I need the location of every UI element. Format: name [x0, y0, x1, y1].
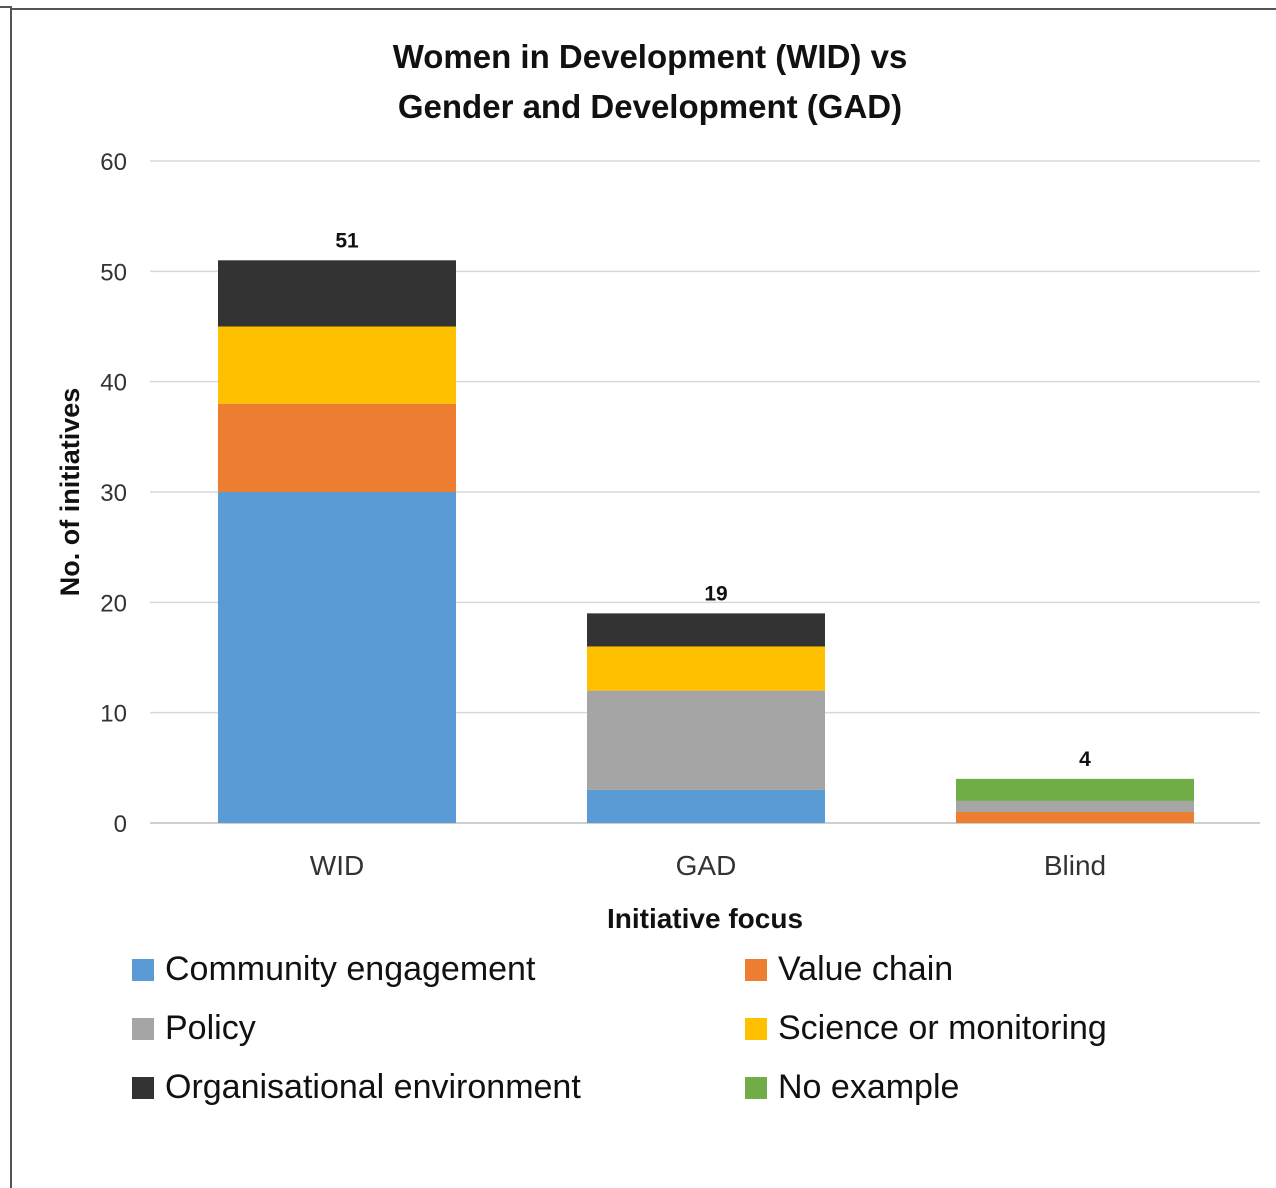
bar-segment [956, 778, 1194, 801]
bar-total-label: 19 [704, 582, 727, 605]
legend-label: Value chain [778, 950, 954, 988]
x-tick-label: Blind [1044, 850, 1106, 881]
bar-segment [587, 789, 825, 823]
x-tick-label: GAD [676, 850, 737, 881]
chart-title-line-1: Women in Development (WID) vs [392, 38, 908, 75]
legend-swatch [745, 1017, 767, 1040]
legend-swatch [132, 1076, 154, 1099]
legend-item: Community engagement [132, 950, 535, 989]
bar-segment [956, 811, 1194, 823]
frame-edge [0, 6, 12, 8]
legend-item: Value chain [745, 950, 953, 989]
y-tick-label: 40 [100, 370, 127, 397]
legend-item: Science or monitoring [745, 1009, 1107, 1048]
chart-title: Women in Development (WID) vs Gender and… [150, 32, 1150, 132]
legend-swatch [132, 1017, 154, 1040]
bar-segment [587, 646, 825, 691]
legend-swatch [745, 1076, 767, 1099]
x-axis-label: Initiative focus [607, 903, 803, 934]
bar-segment [218, 403, 456, 492]
bar-segment [587, 613, 825, 647]
legend-swatch [745, 958, 767, 981]
y-tick-label: 30 [100, 480, 127, 507]
y-tick-label: 10 [100, 701, 127, 728]
legend-item: No example [745, 1068, 959, 1107]
y-tick-label: 50 [100, 259, 127, 286]
bar-segment [956, 800, 1194, 812]
bar-segment [218, 492, 456, 823]
chart-frame [10, 8, 1276, 1188]
bar-total-label: 51 [335, 229, 359, 252]
legend-swatch [132, 958, 154, 981]
y-tick-label: 0 [114, 811, 127, 838]
bar-segment [218, 260, 456, 327]
legend-item: Organisational environment [132, 1068, 581, 1107]
bar-segment [587, 690, 825, 790]
bar-segment [218, 326, 456, 404]
x-tick-label: WID [310, 850, 364, 881]
bar-total-label: 4 [1079, 748, 1091, 771]
legend-label: Science or monitoring [778, 1009, 1107, 1047]
legend-label: Community engagement [165, 950, 536, 988]
chart-title-line-2: Gender and Development (GAD) [397, 88, 903, 125]
legend-label: Organisational environment [165, 1068, 581, 1106]
y-tick-label: 60 [100, 149, 127, 176]
y-tick-label: 20 [100, 590, 127, 617]
y-axis-label: No. of initiatives [55, 388, 85, 597]
legend-label: Policy [165, 1009, 256, 1047]
legend-item: Policy [132, 1009, 256, 1048]
legend-label: No example [778, 1068, 960, 1106]
